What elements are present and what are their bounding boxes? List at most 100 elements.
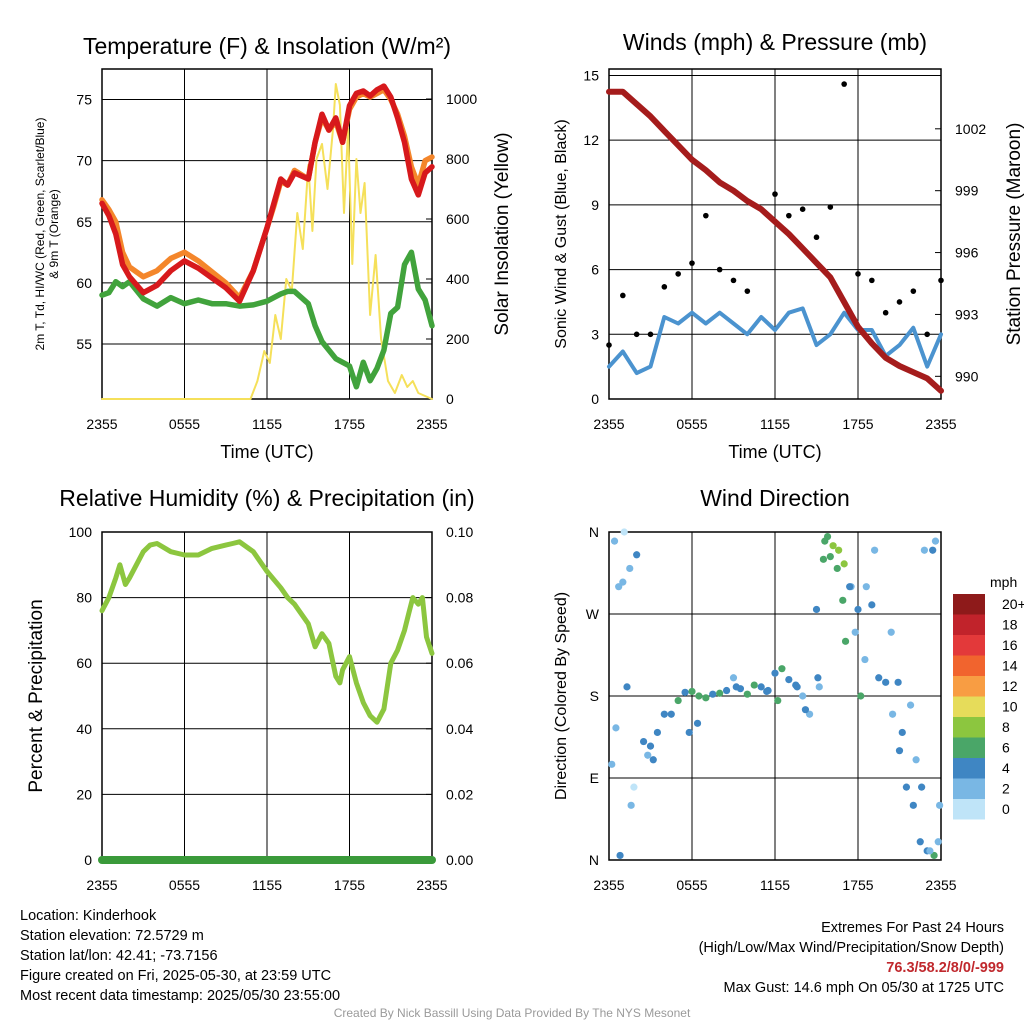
direction-point bbox=[826, 553, 834, 561]
direction-point bbox=[846, 583, 854, 591]
y-tick-label: W bbox=[586, 606, 600, 622]
y-axis-label-line-2: & 9m T (Orange) bbox=[47, 189, 61, 279]
gust-point bbox=[772, 191, 778, 197]
solar-insolation-line bbox=[101, 83, 433, 400]
panel-3: 2355 0555 1155 1755 2355 0 20 40 60 80 100 0.00 0.02… bbox=[26, 485, 475, 893]
x-tick-label: 0555 bbox=[676, 877, 707, 893]
direction-point bbox=[688, 687, 696, 696]
legend-swatch bbox=[953, 635, 985, 656]
direction-point bbox=[774, 696, 782, 705]
direction-point bbox=[895, 747, 904, 755]
direction-point bbox=[815, 683, 823, 691]
direction-point bbox=[799, 692, 807, 700]
direction-point bbox=[757, 683, 765, 691]
gust-point bbox=[661, 284, 668, 290]
direction-point bbox=[771, 669, 779, 677]
y-tick-label: 20 bbox=[76, 786, 92, 802]
y2-tick-label: 800 bbox=[446, 151, 470, 167]
direction-point bbox=[653, 728, 662, 737]
y2-tick-label: 0.04 bbox=[446, 721, 473, 737]
direction-point bbox=[801, 706, 810, 714]
direction-point bbox=[840, 560, 848, 568]
y-tick-label: 100 bbox=[69, 524, 93, 540]
direction-point bbox=[778, 665, 786, 673]
direction-point bbox=[627, 801, 635, 809]
legend-label: 20+ bbox=[1002, 596, 1024, 612]
legend-label: 14 bbox=[1002, 658, 1018, 674]
y-tick-label: 0 bbox=[591, 391, 599, 407]
gust-point bbox=[786, 212, 792, 219]
y-axis-label: Sonic Wind & Gust (Blue, Black) bbox=[553, 119, 570, 348]
x-tick-label: 2355 bbox=[593, 877, 624, 893]
direction-point bbox=[674, 696, 682, 705]
x-tick-label: 2355 bbox=[416, 877, 447, 893]
panel-4: 2355 0555 1155 1755 2355 N E S W N Wind Direction D… bbox=[553, 485, 1024, 893]
direction-point bbox=[639, 737, 648, 746]
direction-point bbox=[644, 751, 652, 759]
x-tick-label: 1755 bbox=[334, 877, 365, 893]
station-pressure-line bbox=[606, 88, 944, 394]
x-axis-label: Time (UTC) bbox=[728, 442, 821, 462]
y2-tick-label: 996 bbox=[955, 245, 979, 261]
direction-point bbox=[729, 674, 738, 682]
series-line-td bbox=[99, 249, 435, 390]
direction-point bbox=[667, 710, 675, 718]
gust-point bbox=[675, 271, 681, 277]
legend-title: mph bbox=[990, 574, 1017, 590]
gust-point bbox=[730, 277, 737, 284]
y-tick-label: 12 bbox=[583, 132, 599, 148]
station-elevation: Station elevation: 72.5729 m bbox=[20, 928, 204, 944]
gust-point bbox=[633, 331, 640, 338]
extremes-values: 76.3/58.2/8/0/-999 bbox=[886, 960, 1004, 976]
x-axis-label: Time (UTC) bbox=[220, 442, 313, 462]
y2-tick-label: 1000 bbox=[446, 91, 477, 107]
direction-point bbox=[646, 742, 655, 750]
gust-point bbox=[716, 266, 723, 273]
direction-point bbox=[812, 605, 821, 614]
direction-point bbox=[912, 756, 920, 764]
direction-point bbox=[693, 719, 702, 727]
station-latlon: Station lat/lon: 42.41; -73.7156 bbox=[20, 948, 218, 964]
legend-label: 16 bbox=[1002, 637, 1018, 653]
plot-frame bbox=[101, 68, 433, 400]
y-tick-label: 75 bbox=[76, 92, 92, 108]
legend-label: 4 bbox=[1002, 760, 1010, 776]
x-tick-label: 2355 bbox=[86, 877, 117, 893]
x-tick-label: 2355 bbox=[925, 877, 956, 893]
gust-point bbox=[744, 288, 751, 294]
direction-point bbox=[702, 694, 710, 702]
legend-swatch bbox=[953, 655, 985, 676]
y-tick-label: 80 bbox=[76, 590, 92, 606]
x-tick-label: 0555 bbox=[676, 416, 707, 432]
x-tick-label: 2355 bbox=[925, 416, 956, 432]
direction-point bbox=[841, 637, 850, 645]
direction-point bbox=[793, 683, 801, 691]
direction-point bbox=[887, 628, 895, 636]
direction-point bbox=[875, 674, 883, 682]
y2-tick-label: 993 bbox=[955, 306, 979, 322]
y2-tick-label: 999 bbox=[955, 183, 979, 199]
legend-label: 8 bbox=[1002, 719, 1010, 735]
panel-title: Wind Direction bbox=[700, 485, 850, 511]
gust-point bbox=[841, 81, 847, 87]
y2-tick-label: 1002 bbox=[955, 121, 986, 137]
legend-swatch bbox=[953, 758, 985, 779]
x-tick-label: 2355 bbox=[593, 416, 624, 432]
legend-label: 10 bbox=[1002, 699, 1018, 715]
direction-point bbox=[934, 838, 942, 846]
direction-point bbox=[871, 546, 879, 554]
direction-point bbox=[716, 689, 724, 697]
recent-timestamp: Most recent data timestamp: 2025/05/30 2… bbox=[20, 988, 341, 1004]
direction-point bbox=[722, 686, 731, 695]
direction-point bbox=[750, 681, 758, 689]
gust-point bbox=[910, 288, 917, 294]
direction-point bbox=[931, 537, 940, 545]
y-tick-label: 40 bbox=[76, 721, 92, 737]
y2-tick-label: 0.02 bbox=[446, 786, 473, 802]
series-line-2m-t bbox=[99, 83, 435, 304]
direction-point bbox=[630, 783, 638, 791]
station-location: Location: Kinderhook bbox=[20, 908, 157, 924]
gust-point bbox=[799, 206, 806, 212]
direction-point bbox=[763, 687, 771, 696]
legend-swatch bbox=[953, 799, 985, 820]
